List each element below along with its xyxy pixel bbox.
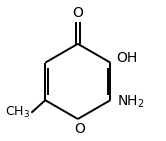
Text: OH: OH	[117, 51, 138, 65]
Text: CH$_3$: CH$_3$	[5, 105, 30, 120]
Text: NH$_2$: NH$_2$	[117, 94, 144, 111]
Text: O: O	[74, 123, 85, 136]
Text: O: O	[72, 6, 83, 20]
